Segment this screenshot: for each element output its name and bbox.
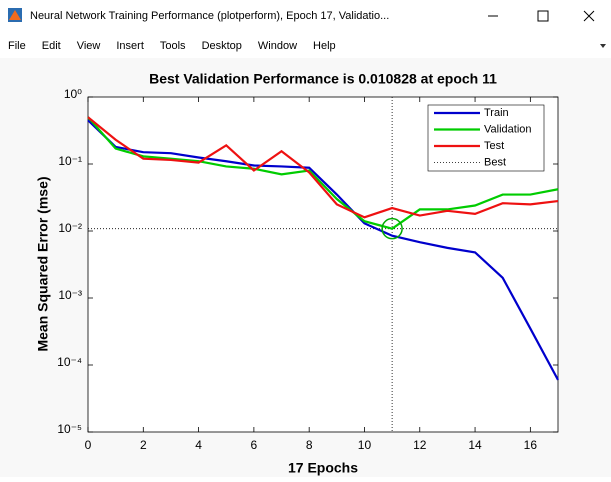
y-tick-label: 10⁻⁵: [57, 422, 82, 436]
y-tick-label: 10⁻¹: [58, 154, 82, 168]
best-marker: [381, 217, 403, 240]
menu-item[interactable]: Insert: [116, 40, 144, 52]
menu-item[interactable]: Tools: [160, 40, 186, 52]
y-tick-label: 10⁰: [64, 87, 82, 101]
menu-item[interactable]: Edit: [42, 40, 61, 52]
x-tick-label: 2: [140, 438, 147, 452]
legend: [427, 104, 545, 172]
maximize-button[interactable]: [537, 10, 549, 22]
x-tick-label: 4: [195, 438, 202, 452]
y-tick-label: 10⁻³: [58, 288, 82, 302]
series-line: [87, 116, 559, 230]
menu-item[interactable]: File: [8, 40, 26, 52]
app-icon: [8, 8, 22, 22]
toolbar-arrow[interactable]: [600, 44, 606, 48]
menu-item[interactable]: Help: [313, 40, 336, 52]
x-tick-label: 16: [524, 438, 538, 452]
title-bar: [0, 0, 611, 32]
x-tick-label: 0: [85, 438, 92, 452]
legend-label: Train: [484, 107, 509, 119]
x-tick-label: 14: [468, 438, 482, 452]
menu-bar: File Edit View Insert Tools Desktop Window Help: [8, 40, 336, 52]
x-tick-label: 8: [306, 438, 313, 452]
menu-item[interactable]: Desktop: [202, 40, 242, 52]
menu-item[interactable]: Window: [258, 40, 297, 52]
legend-label: Best: [484, 156, 506, 168]
x-tick-label: 10: [358, 438, 372, 452]
legend-label: Test: [484, 140, 504, 152]
series-line: [87, 116, 559, 219]
x-tick-label: 6: [251, 438, 258, 452]
chart-title: Best Validation Performance is 0.010828 …: [149, 71, 497, 87]
x-axis-label: 17 Epochs: [288, 460, 358, 476]
y-tick-label: 10⁻⁴: [57, 355, 82, 369]
y-axis-label: Mean Squared Error (mse): [35, 176, 51, 351]
window-title: Neural Network Training Performance (plo…: [30, 10, 389, 22]
series-line: [87, 119, 559, 381]
x-tick-label: 12: [413, 438, 427, 452]
legend-label: Validation: [484, 123, 532, 135]
close-button[interactable]: [583, 10, 595, 22]
y-tick-label: 10⁻²: [58, 221, 82, 235]
menu-item[interactable]: View: [77, 40, 101, 52]
